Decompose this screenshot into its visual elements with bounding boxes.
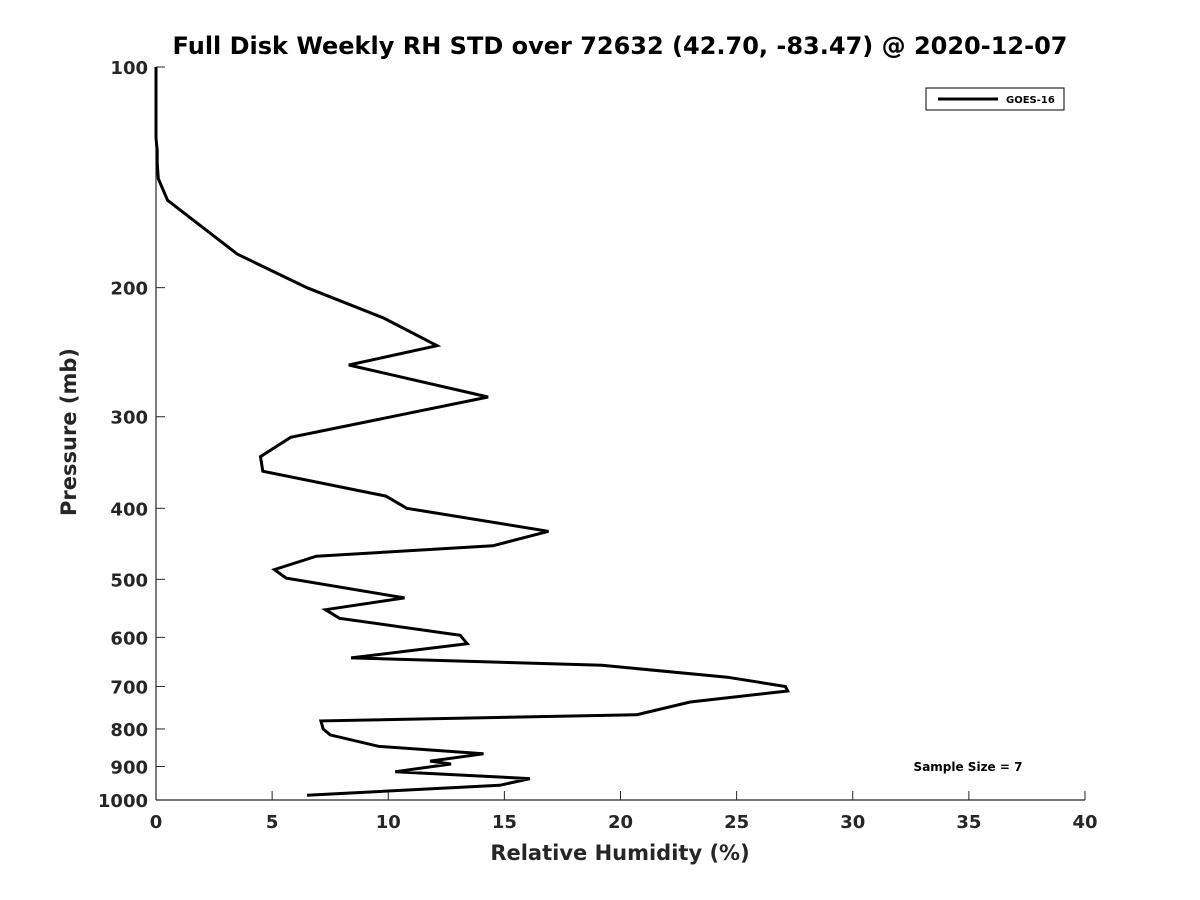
x-tick-label: 5 <box>266 812 279 833</box>
y-tick-label: 500 <box>110 570 148 591</box>
y-axis-label: Pressure (mb) <box>57 348 81 516</box>
y-tick-label: 300 <box>110 408 148 429</box>
legend: GOES-16 <box>925 87 1065 111</box>
y-tick-label: 600 <box>110 628 148 649</box>
y-tick-label: 1000 <box>98 791 148 812</box>
y-axis-ticks: 100 200 300 400 500 600 700 800 900 1000 <box>98 58 165 812</box>
sample-size-annotation: Sample Size = 7 <box>914 760 1023 774</box>
x-tick-label: 0 <box>150 812 163 833</box>
x-tick-label: 35 <box>956 812 981 833</box>
y-tick-label: 800 <box>110 720 148 741</box>
y-tick-label: 100 <box>110 58 148 79</box>
y-tick-label: 700 <box>110 677 148 698</box>
chart-title: Full Disk Weekly RH STD over 72632 (42.7… <box>173 32 1068 60</box>
series-layer <box>154 67 791 797</box>
x-tick-label: 10 <box>376 812 401 833</box>
x-tick-label: 30 <box>840 812 865 833</box>
x-axis-ticks: 0 5 10 15 20 25 30 35 40 <box>150 791 1098 833</box>
x-axis-label: Relative Humidity (%) <box>490 841 749 865</box>
x-tick-label: 40 <box>1072 812 1097 833</box>
x-tick-label: 15 <box>492 812 517 833</box>
x-tick-label: 20 <box>608 812 633 833</box>
y-tick-label: 900 <box>110 757 148 778</box>
y-tick-label: 200 <box>110 279 148 300</box>
x-tick-label: 25 <box>724 812 749 833</box>
legend-entry-goes-16: GOES-16 <box>1006 95 1055 106</box>
series-line-goes-16 <box>154 67 791 797</box>
plot-axes <box>155 67 1085 801</box>
y-tick-label: 400 <box>110 499 148 520</box>
